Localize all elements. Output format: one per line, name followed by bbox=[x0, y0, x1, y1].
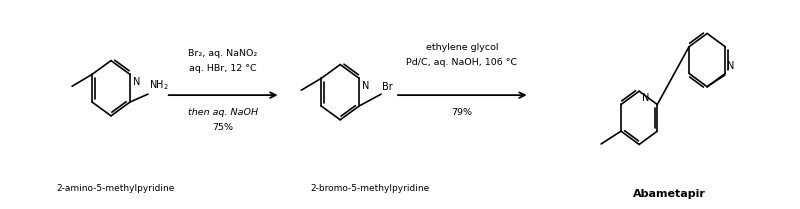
Text: Abametapir: Abametapir bbox=[633, 189, 706, 199]
Text: N: N bbox=[362, 81, 370, 91]
Text: 2-bromo-5-methylpyridine: 2-bromo-5-methylpyridine bbox=[310, 184, 430, 193]
Text: N: N bbox=[133, 77, 140, 87]
Text: Br₂, aq. NaNO₂: Br₂, aq. NaNO₂ bbox=[188, 49, 258, 58]
Text: then aq. NaOH: then aq. NaOH bbox=[187, 108, 258, 117]
Text: Pd/C, aq. NaOH, 106 °C: Pd/C, aq. NaOH, 106 °C bbox=[406, 58, 518, 67]
Text: N: N bbox=[642, 93, 650, 103]
Text: 79%: 79% bbox=[451, 108, 472, 117]
Text: ethylene glycol: ethylene glycol bbox=[426, 43, 498, 52]
Text: 75%: 75% bbox=[212, 123, 233, 132]
Text: aq. HBr, 12 °C: aq. HBr, 12 °C bbox=[189, 64, 257, 73]
Text: NH$_2$: NH$_2$ bbox=[149, 78, 169, 92]
Text: 2-amino-5-methylpyridine: 2-amino-5-methylpyridine bbox=[56, 184, 174, 193]
Text: Br: Br bbox=[382, 82, 393, 92]
Text: N: N bbox=[727, 61, 734, 71]
